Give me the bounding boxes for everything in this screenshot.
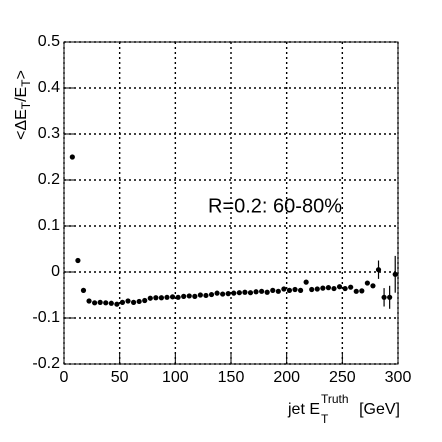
point: [325, 285, 332, 291]
point: [253, 289, 259, 295]
point: [336, 284, 343, 290]
point: [192, 293, 198, 299]
point: [69, 154, 75, 160]
x-label: jet E: [287, 401, 320, 418]
point: [359, 288, 365, 294]
point: [331, 285, 337, 292]
x-tick-label: 250: [329, 369, 356, 386]
y-label-part: T: [19, 101, 33, 109]
x-label-sub: T: [321, 412, 329, 426]
x-tick-label: 50: [111, 369, 129, 386]
point: [264, 289, 270, 295]
point: [281, 286, 287, 292]
point: [130, 299, 137, 305]
y-tick-label: 0.4: [38, 79, 60, 96]
point: [342, 285, 348, 292]
y-tick-label: -0.2: [32, 355, 60, 372]
y-label-part: /E: [13, 87, 30, 102]
point: [370, 283, 376, 289]
x-tick-label: 100: [162, 369, 189, 386]
point: [303, 279, 309, 285]
annotation: R=0.2: 60-80%: [208, 195, 342, 217]
point: [125, 298, 131, 304]
y-tick-label: 0.2: [38, 171, 60, 188]
point: [309, 286, 315, 293]
point: [387, 294, 393, 300]
point: [92, 300, 98, 306]
point: [197, 292, 203, 298]
point: [158, 295, 165, 301]
point: [97, 299, 103, 305]
y-tick-label: 0.1: [38, 217, 60, 234]
point: [186, 293, 192, 299]
point: [114, 301, 120, 307]
point: [181, 293, 187, 299]
point: [381, 294, 387, 300]
point: [214, 290, 220, 296]
y-label-part: T: [19, 79, 33, 87]
x-tick-label: 300: [385, 369, 412, 386]
point: [86, 298, 92, 304]
point: [164, 294, 170, 300]
point: [275, 288, 281, 294]
point: [242, 289, 248, 295]
point: [320, 285, 326, 291]
point: [353, 288, 359, 294]
point: [270, 287, 276, 293]
plot-frame: [63, 41, 399, 365]
point: [153, 295, 159, 301]
point: [142, 297, 148, 304]
point: [292, 286, 298, 293]
point: [220, 291, 226, 297]
y-tick-label: 0: [51, 263, 60, 280]
point: [364, 280, 370, 286]
point: [103, 300, 109, 306]
x-label-sup: Truth: [321, 392, 349, 406]
point: [108, 300, 114, 306]
point: [80, 287, 87, 293]
y-tick-label: -0.1: [32, 309, 60, 326]
y-label-part: >: [13, 70, 30, 79]
point: [392, 271, 398, 277]
x-tick-label: 200: [273, 369, 300, 386]
point: [225, 291, 231, 297]
point: [259, 288, 265, 294]
point: [314, 286, 320, 292]
point: [247, 290, 254, 296]
point: [236, 290, 242, 296]
x-tick-label: 0: [60, 369, 69, 386]
point: [175, 294, 181, 300]
point: [231, 290, 237, 296]
point: [348, 284, 354, 290]
point: [286, 287, 293, 293]
y-tick-label: 0.3: [38, 125, 60, 142]
y-label: <ΔET/ET>: [13, 70, 33, 140]
y-tick-label: 0.5: [38, 33, 60, 50]
point: [136, 298, 142, 305]
point: [203, 292, 209, 299]
point: [297, 287, 304, 293]
point: [208, 291, 215, 298]
x-tick-label: 150: [218, 369, 245, 386]
x-label: [GeV]: [359, 401, 400, 418]
point: [75, 257, 81, 264]
point: [169, 294, 176, 300]
point: [119, 299, 126, 305]
point: [147, 295, 153, 301]
y-label-part: <ΔE: [13, 109, 30, 140]
point: [375, 267, 382, 273]
